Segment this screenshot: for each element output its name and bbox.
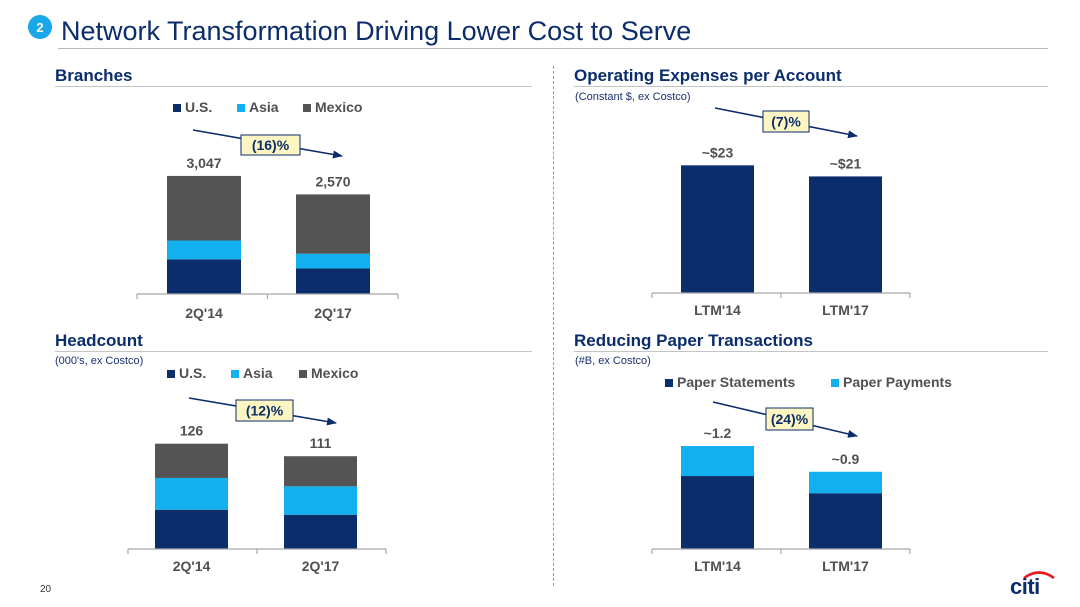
opex-change-callout: (7)%	[771, 114, 801, 130]
headcount-subtitle: (000's, ex Costco)	[55, 355, 144, 367]
headcount-section-title: Headcount	[55, 331, 143, 350]
paper-legend-label: Paper Statements	[677, 374, 795, 390]
citi-logo: citi	[1010, 571, 1055, 597]
opex-bar-1-2	[809, 176, 882, 293]
opex-subtitle: (Constant $, ex Costco)	[575, 91, 691, 103]
headcount-total-label: 126	[180, 423, 204, 439]
headcount-bar-3-1	[155, 443, 228, 478]
branches-total-label: 3,047	[186, 155, 221, 171]
headcount-legend-swatch	[167, 370, 175, 378]
headcount-legend-swatch	[299, 370, 307, 378]
headcount-legend-label: Mexico	[311, 365, 358, 381]
branches-bar-1-2	[296, 268, 370, 294]
headcount-bar-1-2	[284, 514, 357, 549]
page-number: 20	[40, 584, 52, 595]
branches-total-label: 2,570	[315, 173, 350, 189]
opex-change-callout-box	[762, 110, 810, 133]
paper-subtitle: (#B, ex Costco)	[575, 355, 651, 367]
headcount-category-label: 2Q'14	[173, 558, 211, 574]
headcount-legend-swatch	[231, 370, 239, 378]
branches-bar-2-2	[296, 253, 370, 269]
paper-section-rule	[574, 351, 1048, 352]
headcount-bar-3-2	[284, 456, 357, 487]
headcount-legend-label: U.S.	[179, 365, 206, 381]
headcount-category-label: 2Q'17	[302, 558, 340, 574]
branches-change-callout-box	[240, 134, 301, 156]
paper-bar-1-2	[809, 493, 882, 549]
citi-logo-arc	[1023, 571, 1055, 580]
headcount-section-rule	[55, 351, 532, 352]
opex-total-label: ~$23	[702, 144, 734, 160]
paper-legend-label: Paper Payments	[843, 374, 952, 390]
page-title: Network Transformation Driving Lower Cos…	[61, 16, 692, 46]
branches-legend-label: U.S.	[185, 99, 212, 115]
headcount-legend-label: Asia	[243, 365, 273, 381]
branches-bar-2-1	[167, 240, 241, 260]
opex-section-title: Operating Expenses per Account	[574, 66, 842, 85]
paper-section-title: Reducing Paper Transactions	[574, 331, 814, 350]
headcount-bar-2-2	[284, 486, 357, 515]
headcount-change-callout-box	[235, 399, 294, 422]
opex-section-rule	[574, 86, 1048, 87]
paper-change-callout-box	[765, 407, 814, 431]
opex-bar-1-1	[681, 165, 754, 293]
paper-bar-2-1	[681, 446, 754, 477]
branches-legend-label: Asia	[249, 99, 279, 115]
branches-category-label: 2Q'14	[185, 305, 223, 321]
paper-legend-swatch	[831, 379, 839, 387]
paper-category-label: LTM'14	[694, 558, 741, 574]
branches-change-callout: (16)%	[252, 137, 290, 153]
branches-bar-3-2	[296, 194, 370, 254]
opex-category-label: LTM'14	[694, 302, 741, 318]
paper-legend-swatch	[665, 379, 673, 387]
headcount-total-label: 111	[310, 435, 332, 451]
paper-bar-2-2	[809, 471, 882, 494]
paper-total-label: ~1.2	[704, 425, 732, 441]
branches-legend-label: Mexico	[315, 99, 362, 115]
branches-legend-swatch	[303, 104, 311, 112]
branches-bar-3-1	[167, 175, 241, 241]
citi-logo-wordmark: citi	[1010, 574, 1040, 597]
opex-total-label: ~$21	[830, 155, 862, 171]
paper-bar-1-1	[681, 476, 754, 549]
headcount-bar-1-1	[155, 509, 228, 549]
branches-section-rule	[55, 86, 532, 87]
branches-category-label: 2Q'17	[314, 305, 352, 321]
paper-total-label: ~0.9	[832, 451, 860, 467]
title-underline	[58, 48, 1048, 49]
paper-category-label: LTM'17	[822, 558, 869, 574]
headcount-change-callout: (12)%	[246, 403, 284, 419]
paper-change-callout: (24)%	[771, 411, 809, 427]
branches-legend-swatch	[173, 104, 181, 112]
opex-category-label: LTM'17	[822, 302, 869, 318]
headcount-bar-2-1	[155, 477, 228, 510]
branches-legend-swatch	[237, 104, 245, 112]
branches-section-title: Branches	[55, 66, 133, 85]
panel-divider	[553, 66, 554, 586]
section-number-badge: 2	[28, 15, 52, 39]
branches-bar-1-1	[167, 259, 241, 294]
